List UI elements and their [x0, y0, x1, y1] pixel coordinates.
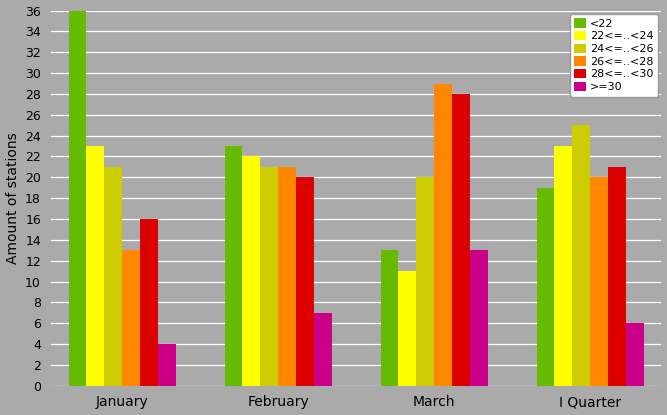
Bar: [381, 250, 398, 386]
Bar: [122, 250, 140, 386]
Bar: [278, 167, 296, 386]
Bar: [608, 167, 626, 386]
Bar: [626, 323, 644, 386]
Legend: <22, 22<=..<24, 24<=..<26, 26<=..<28, 28<=..<30, >=30: <22, 22<=..<24, 24<=..<26, 26<=..<28, 28…: [570, 14, 658, 97]
Bar: [225, 146, 242, 386]
Bar: [69, 10, 86, 386]
Bar: [452, 94, 470, 386]
Bar: [398, 271, 416, 386]
Bar: [590, 177, 608, 386]
Bar: [434, 83, 452, 386]
Bar: [313, 313, 331, 386]
Y-axis label: Amount of stations: Amount of stations: [5, 132, 19, 264]
Bar: [104, 167, 122, 386]
Bar: [416, 177, 434, 386]
Bar: [260, 167, 278, 386]
Bar: [537, 188, 554, 386]
Bar: [296, 177, 313, 386]
Bar: [157, 344, 175, 386]
Bar: [242, 156, 260, 386]
Bar: [554, 146, 572, 386]
Bar: [572, 125, 590, 386]
Bar: [470, 250, 488, 386]
Bar: [140, 219, 157, 386]
Bar: [86, 146, 104, 386]
